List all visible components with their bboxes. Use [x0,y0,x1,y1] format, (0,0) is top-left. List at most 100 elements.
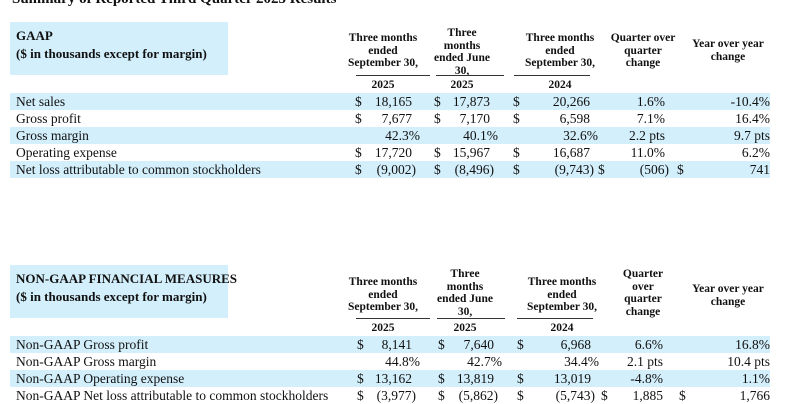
cell-value: 8,141 [381,337,412,352]
cell-value: 16.4% [735,111,770,126]
cell-value: -10.4% [730,94,770,109]
cell-value: 1,885 [632,388,663,403]
cell-value: 13,162 [374,371,412,386]
currency-symbol: $ [679,388,686,403]
table-header-box [10,22,228,75]
row-label: Non-GAAP Operating expense [16,371,185,386]
table-row: Operating expense $17,720 $15,967 $16,687 11… [10,144,770,161]
cell-value: (9,002) [376,162,416,177]
currency-symbol: $ [517,337,524,352]
header-underline [514,75,590,76]
row-label: Net sales [16,94,66,109]
row-label: Non-GAAP Gross profit [16,337,149,352]
column-header: Three months ended September 30, [526,276,598,313]
cell-value: 16,687 [552,145,590,160]
cell-value: 17,873 [452,94,490,109]
cell-value: (9,743) [554,162,594,177]
cell-value: 17,720 [374,145,412,160]
table-heading: NON-GAAP FINANCIAL MEASURES [16,271,238,286]
currency-symbol: $ [355,162,362,177]
cell-value: 6,598 [559,111,590,126]
cell-value: 9.7 pts [733,128,770,143]
header-underline [356,75,430,76]
cell-value: (5,862) [458,388,498,403]
cell-value: 10.4 pts [727,354,770,369]
cell-value: 11.0% [630,145,665,160]
currency-symbol: $ [357,388,364,403]
currency-symbol: $ [601,388,608,403]
currency-symbol: $ [513,111,520,126]
currency-symbol: $ [355,111,362,126]
cell-value: 2.2 pts [628,128,665,143]
table-row: Non-GAAP Operating expense $13,162 $13,819… [10,370,770,387]
currency-symbol: $ [357,337,364,352]
column-header: Quarter over quarter change [622,268,664,318]
column-header: Three months ended June 30, [437,268,493,318]
cell-value: 34.4% [564,354,599,369]
cell-value: 6.2% [741,145,770,160]
year-label: 2025 [450,79,474,91]
row-label: Non-GAAP Gross margin [16,354,157,369]
currency-symbol: $ [438,388,445,403]
table-row: Non-GAAP Gross profit $8,141 $7,640 $6,968 6… [10,336,770,353]
cell-value: (506) [639,162,669,177]
column-header: Quarter over quarter change [610,32,676,69]
table-row: Gross margin 42.3% 40.1% 32.6% 2.2 pts 9.7 pt… [10,127,770,144]
row-label: Operating expense [16,145,117,160]
cell-value: (3,977) [376,388,416,403]
row-label: Gross margin [16,128,89,143]
cell-value: 40.1% [463,128,498,143]
table-row: Net loss attributable to common stockhol… [10,161,770,178]
cell-value: -4.8% [630,371,663,386]
cell-value: 20,266 [552,94,590,109]
cell-value: 15,967 [452,145,490,160]
cell-value: 6.6% [634,337,663,352]
cell-value: (5,743) [555,388,595,403]
cell-value: 16.8% [735,337,770,352]
year-label: 2024 [550,322,574,334]
currency-symbol: $ [434,145,441,160]
year-label: 2024 [548,79,572,91]
cell-value: 7,170 [459,111,490,126]
currency-symbol: $ [598,162,605,177]
cell-value: 6,968 [560,337,591,352]
cell-value: 7,677 [381,111,412,126]
year-label: 2025 [371,322,395,334]
cell-value: 7.1% [636,111,665,126]
table-subheading: ($ in thousands except for margin) [16,289,207,304]
cell-value: 7,640 [463,337,494,352]
cell-value: 741 [749,162,770,177]
column-header: Three months ended September 30, [347,276,419,313]
row-label: Non-GAAP Net loss attributable to common… [16,388,329,403]
cell-value: 1,766 [739,388,770,403]
header-underline [436,75,504,76]
column-header: Year over year change [692,38,764,63]
cell-value: 44.8% [385,354,420,369]
table-row: Net sales $18,165 $17,873 $20,266 1.6% -10.4% [10,93,770,110]
column-header: Three months ended September 30, [347,32,419,69]
currency-symbol: $ [677,162,684,177]
table-row: Gross profit $7,677 $7,170 $6,598 7.1% 16.4% [10,110,770,127]
row-label: Net loss attributable to common stockhol… [16,162,261,177]
year-label: 2025 [453,322,477,334]
currency-symbol: $ [438,337,445,352]
table-header-box [10,265,228,318]
row-label: Gross profit [16,111,81,126]
year-label: 2025 [371,79,395,91]
cell-value: 2.1 pts [626,354,663,369]
column-header: Year over year change [692,283,764,308]
currency-symbol: $ [517,388,524,403]
cell-value: 18,165 [374,94,412,109]
page-title: Summary of Reported Third Quarter 2025 R… [12,0,336,8]
table-heading: GAAP [16,28,53,43]
cell-value: 13,019 [553,371,591,386]
column-header: Three months ended September 30, [524,32,596,69]
currency-symbol: $ [513,94,520,109]
currency-symbol: $ [357,371,364,386]
currency-symbol: $ [438,371,445,386]
cell-value: 1.1% [741,371,770,386]
header-underline [437,318,505,319]
currency-symbol: $ [355,145,362,160]
currency-symbol: $ [517,371,524,386]
currency-symbol: $ [513,145,520,160]
